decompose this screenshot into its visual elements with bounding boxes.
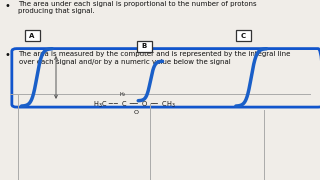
Text: The area under each signal is proportional to the number of protons
producing th: The area under each signal is proportion… [18,1,256,14]
Text: •: • [5,50,11,60]
FancyBboxPatch shape [137,40,152,52]
Text: B: B [141,43,147,50]
Text: O: O [133,110,139,114]
Text: •: • [5,1,11,11]
Text: The area is measured by the computer and is represented by the integral line
ove: The area is measured by the computer and… [19,51,291,65]
FancyBboxPatch shape [236,30,251,41]
Text: H$_2$: H$_2$ [119,90,127,99]
FancyBboxPatch shape [25,30,40,41]
Text: H$_3$C $-\!\!-$ C $-\!\!-$ O $-\!\!\!-$ CH$_3$: H$_3$C $-\!\!-$ C $-\!\!-$ O $-\!\!\!-$ … [93,100,176,110]
Text: A: A [29,33,35,39]
Text: C: C [241,33,246,39]
